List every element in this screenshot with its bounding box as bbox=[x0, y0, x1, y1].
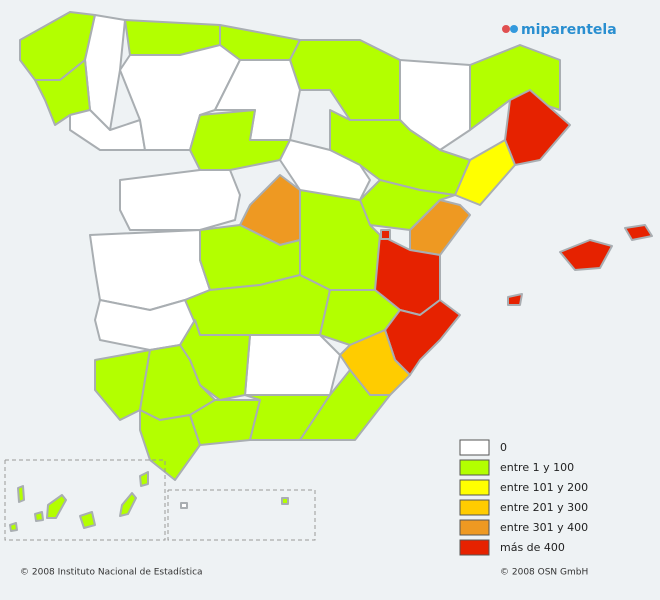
island bbox=[507, 293, 523, 306]
inset-frame bbox=[4, 459, 166, 541]
ceuta-melilla-inset bbox=[167, 489, 316, 541]
province bbox=[454, 139, 516, 206]
island bbox=[139, 471, 149, 487]
island bbox=[46, 494, 67, 519]
logo-text: miparentela bbox=[521, 22, 617, 38]
province bbox=[244, 394, 331, 441]
legend-label: entre 301 y 400 bbox=[500, 521, 588, 534]
legend-label: más de 400 bbox=[500, 541, 565, 554]
island bbox=[624, 224, 653, 241]
legend-swatch bbox=[459, 539, 490, 556]
province bbox=[94, 349, 151, 421]
provinces bbox=[19, 11, 653, 481]
enclave bbox=[281, 497, 289, 505]
province bbox=[380, 229, 391, 240]
legend-label: 0 bbox=[500, 441, 507, 454]
province bbox=[199, 224, 301, 291]
province bbox=[299, 369, 391, 441]
legend-swatch bbox=[459, 439, 490, 456]
legend-label: entre 201 y 300 bbox=[500, 501, 588, 514]
logo: miparentela bbox=[502, 22, 617, 38]
enclave bbox=[180, 502, 188, 509]
island bbox=[9, 522, 18, 532]
logo-icon bbox=[510, 25, 518, 33]
island bbox=[34, 511, 44, 522]
inset-frame bbox=[167, 489, 316, 541]
province bbox=[244, 334, 341, 396]
legend-label: entre 101 y 200 bbox=[500, 481, 588, 494]
logo-icon bbox=[502, 25, 510, 33]
province bbox=[119, 169, 241, 231]
legend-swatch bbox=[459, 499, 490, 516]
island bbox=[79, 511, 96, 529]
canary-inset bbox=[4, 459, 166, 541]
legend-swatch bbox=[459, 459, 490, 476]
legend-swatch bbox=[459, 519, 490, 536]
province bbox=[69, 109, 146, 151]
island bbox=[559, 239, 613, 271]
island bbox=[17, 485, 25, 503]
footer-right: © 2008 OSN GmbH bbox=[500, 568, 588, 578]
island bbox=[119, 492, 137, 517]
legend-label: entre 1 y 100 bbox=[500, 461, 574, 474]
footer-left: © 2008 Instituto Nacional de Estadística bbox=[20, 568, 203, 578]
legend-swatch bbox=[459, 479, 490, 496]
province bbox=[139, 409, 201, 481]
legend: 0 entre 1 y 100 entre 101 y 200 entre 201 y… bbox=[459, 439, 588, 556]
